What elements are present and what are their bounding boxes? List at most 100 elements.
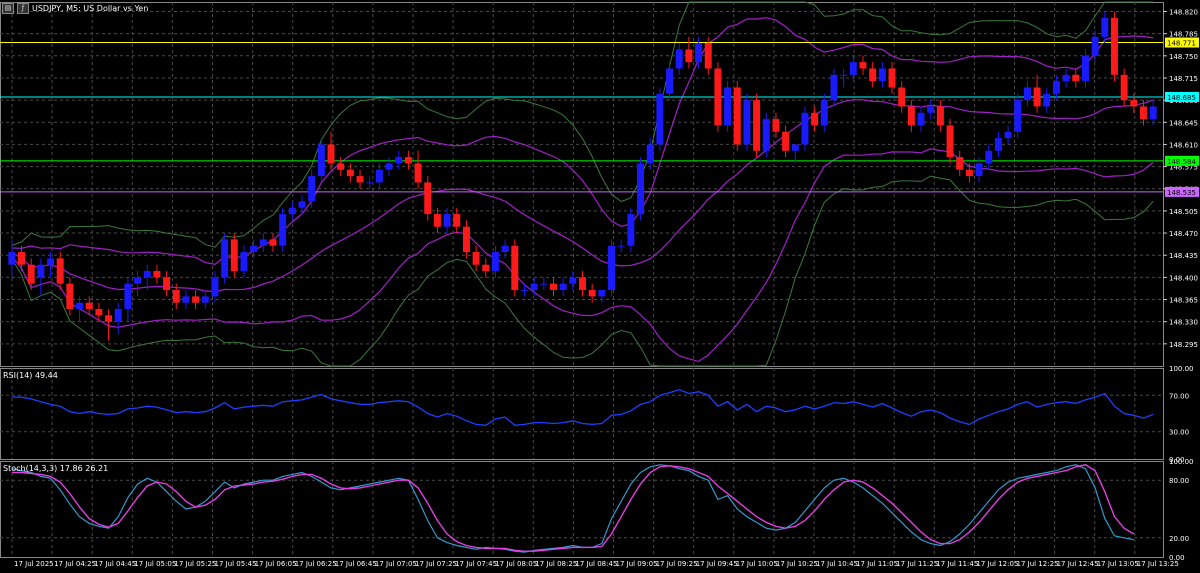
- symbol-title: USDJPY, M5: US Dollar vs Yen: [32, 3, 149, 13]
- candle-body: [772, 119, 780, 132]
- x-tick-label: 17 Jul 11:45: [936, 560, 978, 568]
- x-tick-label: 17 Jul 10:25: [776, 560, 818, 568]
- candle-body: [917, 112, 925, 126]
- y-tick-label: 148.470: [1169, 230, 1198, 238]
- candle-body: [356, 176, 364, 183]
- y-tick-label: 148.330: [1169, 319, 1198, 327]
- candle-body: [646, 144, 654, 164]
- x-tick-label: 17 Jul 05:45: [215, 560, 257, 568]
- bollinger-outer-lower: [11, 175, 1154, 367]
- y-tick-label: 148.575: [1169, 164, 1198, 172]
- candle-body: [782, 131, 790, 151]
- stoch-signal-line: [11, 464, 1135, 552]
- candle-body: [685, 49, 693, 63]
- candle-body: [114, 309, 122, 322]
- candle-body: [37, 264, 45, 278]
- candle-body: [472, 252, 480, 265]
- bollinger-outer-upper: [11, 1, 1154, 248]
- x-tick-label: 17 Jul 07:45: [455, 560, 497, 568]
- candle-body: [482, 264, 490, 272]
- x-tick-label: 17 Jul 07:25: [415, 560, 457, 568]
- candle-body: [907, 106, 915, 126]
- candle-body: [424, 182, 432, 215]
- level-tag: [1165, 37, 1199, 48]
- candle-body: [1110, 17, 1118, 75]
- x-tick-label: 17 Jul 09:45: [696, 560, 738, 568]
- pane-frame-main: [0, 2, 1164, 367]
- candle-body: [1033, 87, 1041, 107]
- candle-body: [153, 271, 161, 278]
- x-tick-label: 17 Jul 08:05: [495, 560, 537, 568]
- x-tick-label: 17 Jul 06:25: [295, 560, 337, 568]
- candle-body: [298, 201, 306, 208]
- candle-body: [994, 138, 1002, 151]
- x-tick-label: 17 Jul 13:05: [1097, 560, 1139, 568]
- x-tick-label: 17 Jul 04:45: [94, 560, 136, 568]
- candle-body: [66, 283, 74, 310]
- chart-header: ▤ ƒ USDJPY, M5: US Dollar vs Yen: [2, 2, 148, 14]
- candle-body: [18, 252, 25, 265]
- candle-body: [1062, 74, 1070, 82]
- candle-body: [762, 119, 770, 151]
- x-tick-label: 17 Jul 12:25: [1017, 560, 1059, 568]
- candle-body: [221, 239, 229, 278]
- y-tick-label: 148.295: [1169, 341, 1198, 349]
- candle-body: [375, 169, 383, 183]
- candle-body: [395, 157, 403, 164]
- candle-body: [501, 245, 509, 253]
- candle-body: [47, 258, 55, 265]
- candle-body: [1072, 74, 1080, 82]
- candle-body: [859, 62, 867, 69]
- candle-body: [124, 283, 132, 310]
- candle-body: [1004, 131, 1012, 139]
- y-tick-label: 148.820: [1169, 8, 1198, 16]
- candle-body: [230, 239, 238, 272]
- candle-body: [172, 290, 180, 303]
- candle-body: [76, 302, 84, 310]
- y-tick-label: 148.750: [1169, 53, 1198, 61]
- candle-body: [627, 214, 635, 246]
- candle-body: [1101, 17, 1109, 37]
- candle-body: [279, 214, 287, 246]
- candle-body: [211, 277, 219, 297]
- candle-body: [830, 74, 838, 101]
- candle-body: [927, 106, 935, 113]
- level-tag: [1165, 91, 1199, 102]
- candle-body: [462, 226, 470, 253]
- candle-body: [985, 150, 993, 164]
- pane-frame-rsi: [0, 368, 1164, 460]
- candle-body: [366, 182, 374, 184]
- level-tag-label: 148.685: [1167, 94, 1196, 102]
- candle-body: [317, 144, 325, 177]
- candle-body: [414, 163, 422, 183]
- y-tick-label: 148.505: [1169, 208, 1198, 216]
- y-tick-label: 148.435: [1169, 252, 1198, 260]
- candle-body: [1091, 36, 1099, 56]
- candle-body: [259, 239, 267, 246]
- candle-body: [540, 283, 548, 285]
- x-tick-label: 17 Jul 13:25: [1137, 560, 1179, 568]
- stoch-tick-label: 100.00: [1169, 458, 1194, 466]
- candle-body: [520, 290, 528, 292]
- candle-body: [8, 252, 16, 265]
- indicator-icon[interactable]: ƒ: [17, 2, 29, 14]
- stoch-label: Stoch(14,3,3) 17.86 26.21: [3, 464, 109, 473]
- candle-body: [134, 277, 142, 284]
- x-tick-label: 17 Jul 09:25: [656, 560, 698, 568]
- chart-window-icon[interactable]: ▤: [2, 2, 14, 14]
- x-tick-label: 17 Jul 10:05: [736, 560, 778, 568]
- x-tick-label: 17 Jul 12:05: [976, 560, 1018, 568]
- candle-body: [550, 283, 557, 291]
- candle-body: [617, 245, 625, 247]
- candle-body: [849, 62, 857, 75]
- candle-body: [453, 214, 461, 227]
- candle-body: [182, 296, 190, 303]
- candle-body: [27, 264, 35, 284]
- candle-body: [443, 214, 451, 227]
- candle-body: [85, 302, 93, 310]
- x-tick-label: 17 Jul 08:25: [535, 560, 577, 568]
- candle-body: [666, 68, 674, 94]
- x-tick-label: 17 Jul 12:45: [1057, 560, 1099, 568]
- candle-body: [250, 245, 258, 253]
